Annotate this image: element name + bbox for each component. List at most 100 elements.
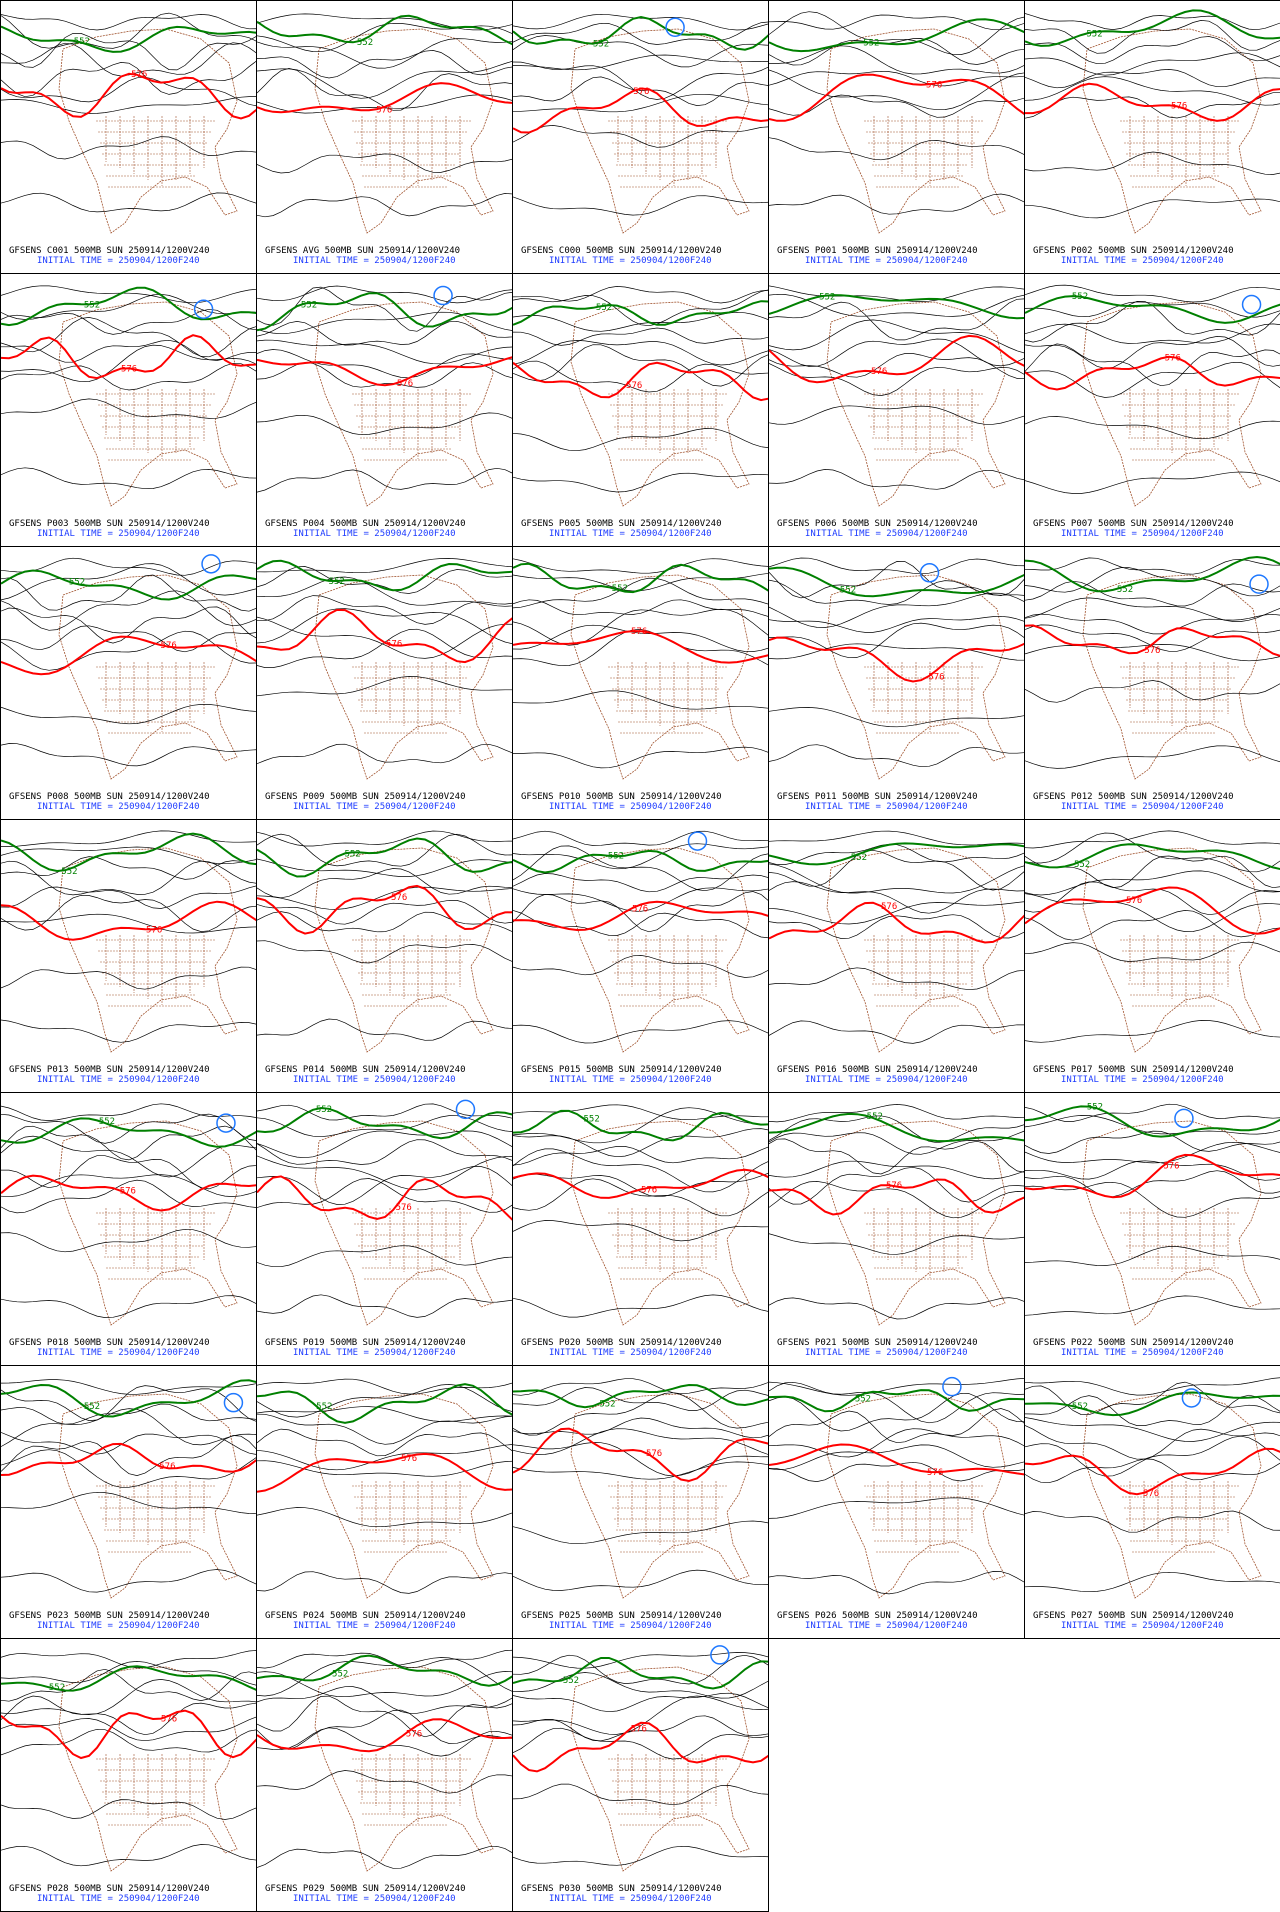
contour	[1025, 1142, 1280, 1163]
contour	[257, 340, 512, 364]
caption: GFSENS P008 500MB SUN 250914/1200V240	[9, 792, 209, 802]
contour	[1, 847, 256, 864]
contour-label: 576	[1142, 1489, 1158, 1499]
contour	[769, 469, 1024, 489]
contour	[769, 319, 1024, 352]
contour	[1025, 1246, 1280, 1265]
contour	[1, 1650, 256, 1668]
contour-label: 576	[630, 1724, 646, 1734]
contour	[257, 38, 512, 68]
contour-label: 552	[328, 576, 344, 586]
contour-552	[1025, 296, 1280, 323]
contour	[1, 1696, 256, 1735]
low-center	[1242, 295, 1260, 313]
caption: GFSENS C000 500MB SUN 250914/1200V240	[521, 246, 721, 256]
map: 576 552 GFSENS P016 500MB SUN 250914/1200V…	[769, 820, 1024, 1092]
contour	[257, 1657, 512, 1696]
contour-label: 552	[1086, 1102, 1102, 1112]
contour	[1, 96, 256, 113]
caption: GFSENS AVG 500MB SUN 250914/1200V240	[265, 246, 460, 256]
contour	[1, 1569, 256, 1592]
contour-label: 552	[562, 1676, 578, 1686]
contour	[1025, 1295, 1280, 1314]
contour	[513, 599, 768, 616]
contour-label: 576	[400, 1454, 416, 1464]
init-time: INITIAL TIME = 250904/1200F240	[1061, 1075, 1224, 1085]
contour	[257, 831, 512, 846]
init-time: INITIAL TIME = 250904/1200F240	[293, 1075, 456, 1085]
caption: GFSENS P028 500MB SUN 250914/1200V240	[9, 1884, 209, 1894]
contour	[257, 940, 512, 962]
contour	[769, 1297, 1024, 1318]
init-time: INITIAL TIME = 250904/1200F240	[805, 529, 968, 539]
contour-label: 552	[850, 853, 866, 863]
contour	[1025, 567, 1280, 595]
contour	[513, 1392, 768, 1435]
contour-552	[1, 1380, 256, 1416]
contour-label: 552	[83, 300, 99, 310]
contour-552	[1, 26, 256, 51]
contour-label: 576	[160, 641, 176, 651]
contour-label: 576	[1171, 101, 1187, 111]
contour-label: 552	[611, 583, 627, 593]
contour	[769, 95, 1024, 117]
contour	[1, 1492, 256, 1513]
contour	[513, 55, 768, 70]
contour-552	[1025, 844, 1280, 869]
caption: GFSENS P023 500MB SUN 250914/1200V240	[9, 1611, 209, 1621]
contour	[1025, 893, 1280, 931]
contour	[257, 1384, 512, 1417]
map-panel: 576 552 GFSENS P016 500MB SUN 250914/1200V…	[768, 819, 1025, 1093]
contour	[769, 11, 1024, 54]
caption: GFSENS P004 500MB SUN 250914/1200V240	[265, 519, 465, 529]
contour	[257, 312, 512, 334]
contour	[1025, 1395, 1280, 1425]
caption: GFSENS P009 500MB SUN 250914/1200V240	[265, 792, 465, 802]
contour	[1, 1729, 256, 1755]
contour-552	[1, 1666, 256, 1690]
caption: GFSENS P011 500MB SUN 250914/1200V240	[777, 792, 977, 802]
contour	[769, 623, 1024, 658]
init-time: INITIAL TIME = 250904/1200F240	[1061, 802, 1224, 812]
low-center	[216, 1114, 234, 1132]
contour	[513, 344, 768, 385]
contour-label: 576	[390, 893, 406, 903]
contour	[1025, 881, 1280, 914]
contour	[1, 743, 256, 765]
init-time: INITIAL TIME = 250904/1200F240	[805, 256, 968, 266]
contour	[513, 1107, 768, 1142]
contour-label: 576	[120, 364, 136, 374]
contour-label: 552	[316, 1402, 332, 1412]
contour-576	[1025, 83, 1280, 120]
contour	[1, 885, 256, 908]
contour	[513, 195, 768, 214]
caption: GFSENS P016 500MB SUN 250914/1200V240	[777, 1065, 977, 1075]
contour	[513, 125, 768, 147]
contour	[1025, 301, 1280, 316]
init-time: INITIAL TIME = 250904/1200F240	[293, 1894, 456, 1904]
init-time: INITIAL TIME = 250904/1200F240	[293, 256, 456, 266]
contour-label: 552	[48, 1683, 64, 1693]
contour-576	[1, 636, 256, 674]
init-time: INITIAL TIME = 250904/1200F240	[37, 1621, 200, 1631]
contour	[1, 1799, 256, 1819]
contour	[257, 193, 512, 216]
contour-label: 552	[866, 1111, 882, 1121]
contour	[1025, 343, 1280, 385]
contour-label: 576	[880, 902, 896, 912]
contour	[1, 1136, 256, 1177]
contour-576	[769, 637, 1024, 681]
